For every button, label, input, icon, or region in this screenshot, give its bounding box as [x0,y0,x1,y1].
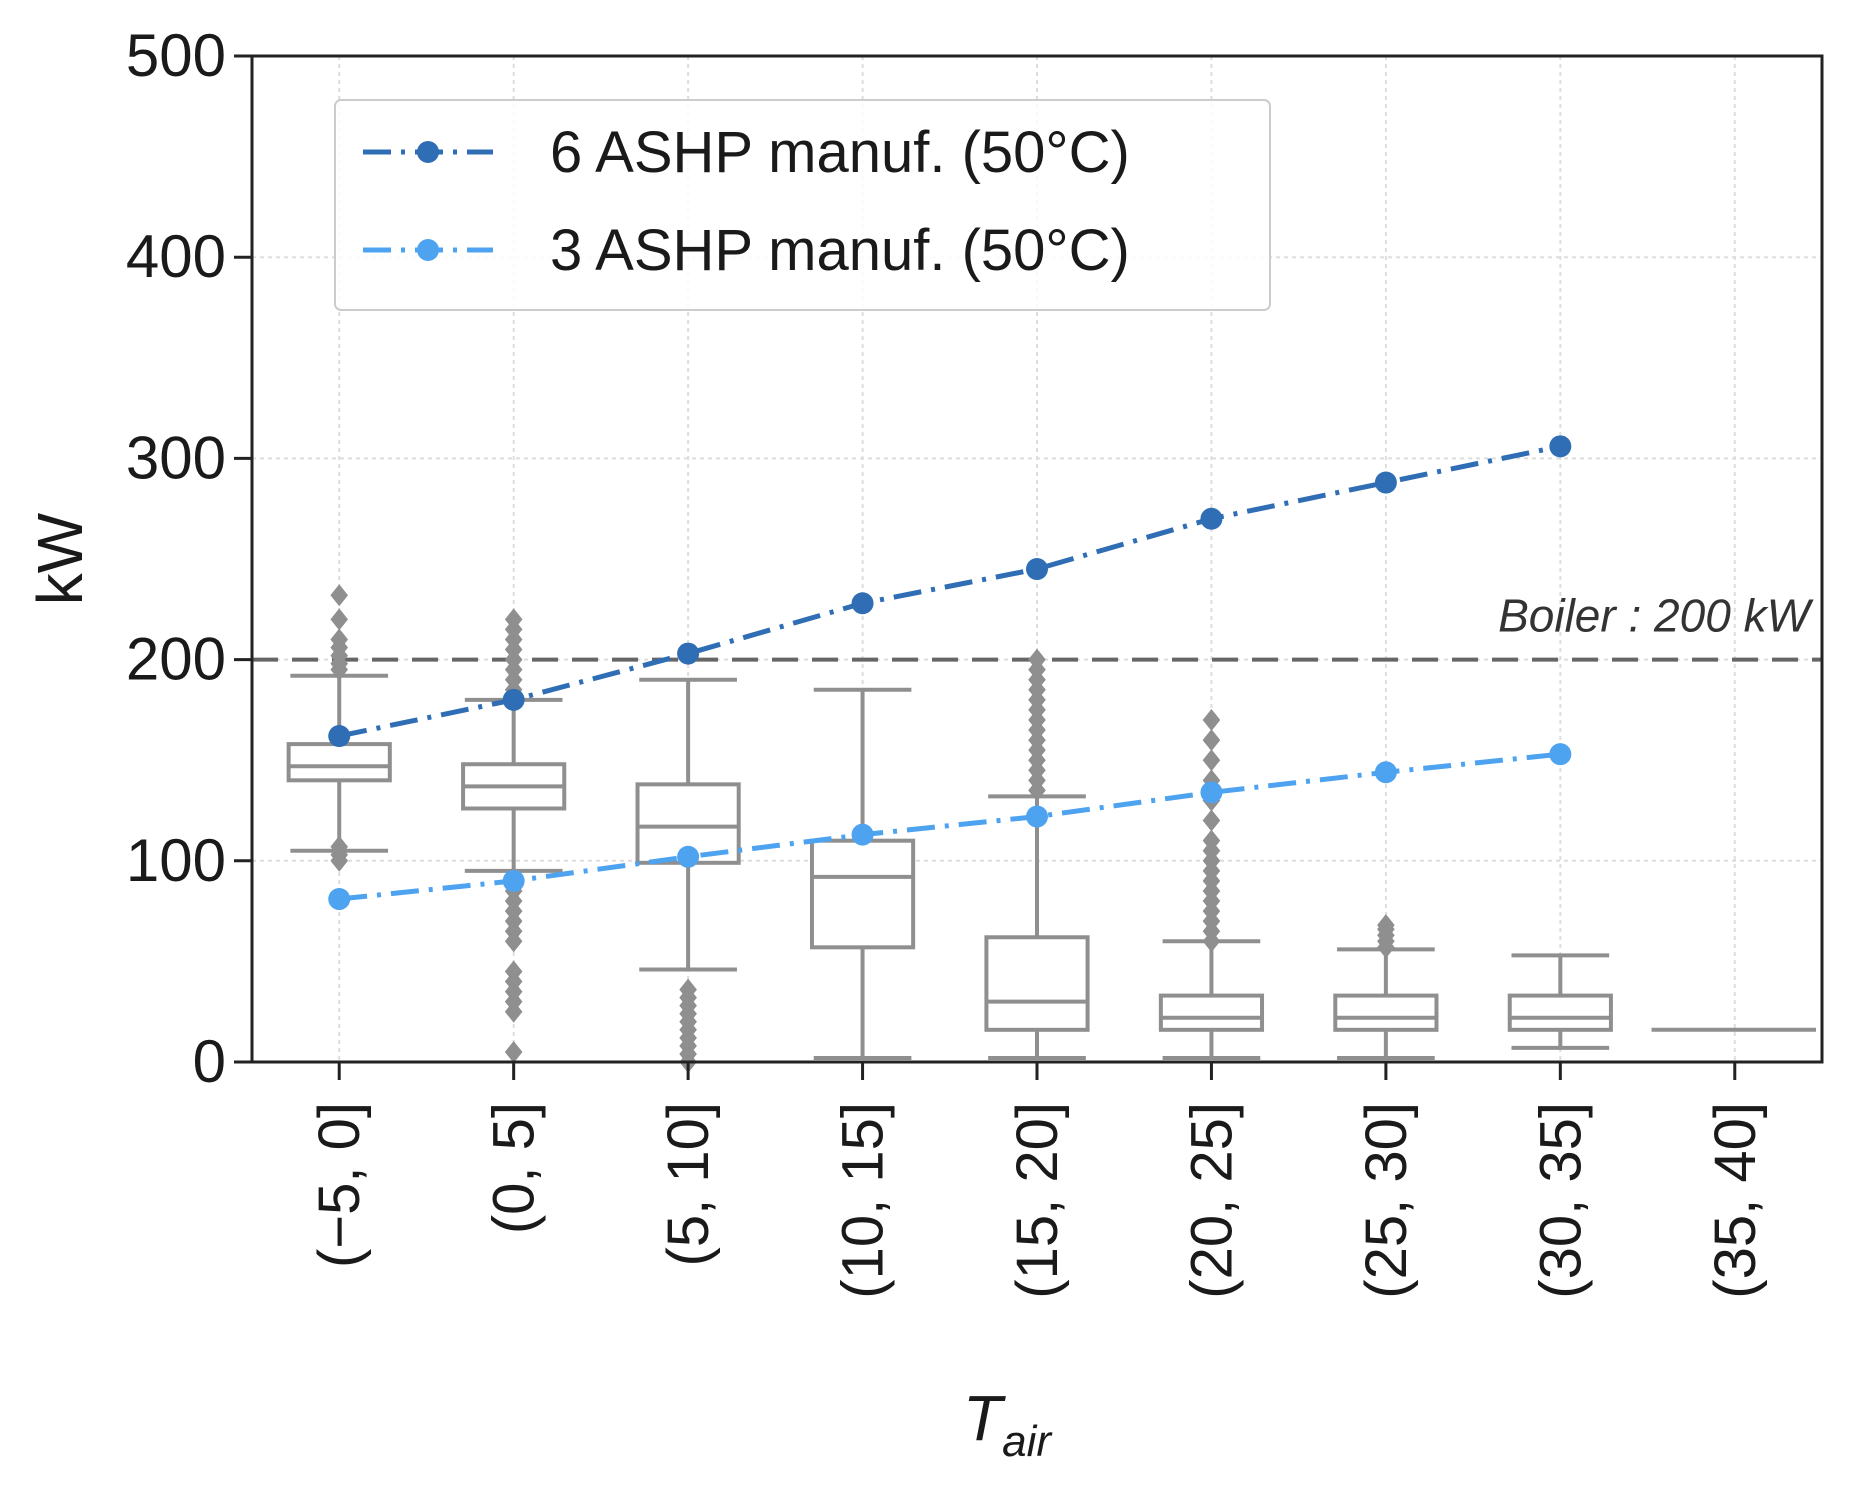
y-tick-label-300: 300 [126,424,226,491]
series-group-0 [328,435,1572,748]
series-point-1-7 [1549,743,1572,766]
ashp-series [328,435,1572,911]
box-iqr-0 [286,742,392,783]
box-outlier-0-8 [330,608,349,631]
series-point-0-6 [1374,471,1397,494]
box-outlier-0-9 [330,584,349,607]
series-point-0-4 [1026,558,1048,581]
y-axis-title: kW [24,512,96,605]
y-tick-label-500: 500 [126,22,226,89]
x-tick-label-5: (20, 25] [1179,1102,1244,1299]
x-tick-label-7: (30, 35] [1528,1102,1593,1299]
boiler-reference-label: Boiler : 200 kW [1498,590,1814,642]
legend-marker-3-ashp [417,239,439,261]
box-iqr-5 [1158,993,1265,1032]
x-tick-label-8: (35, 40] [1703,1102,1768,1299]
x-axis-ticks: (−5, 0] (0, 5] (5, 10] (10, 15] (15, 20] (20,… [307,1062,1768,1299]
x-tick-label-0: (−5, 0] [307,1102,372,1268]
series-point-0-7 [1549,435,1572,458]
box-group-5 [1158,708,1265,1060]
box-group-4 [984,648,1090,1060]
box-outlier-5-16 [1202,708,1221,731]
x-tick-label-3: (10, 15] [831,1102,896,1299]
series-point-0-0 [328,725,351,748]
box-outlier-5-10 [1202,829,1221,852]
x-tick-label-2: (5, 10] [656,1102,721,1266]
series-point-0-2 [677,642,700,665]
box-outlier-2-9 [679,978,697,1001]
box-outlier-5-14 [1202,749,1221,772]
box-outlier-4-13 [1028,648,1046,671]
box-outlier-1-5 [504,960,523,983]
box-group-7 [1507,953,1613,1050]
x-axis-title-main: T [963,1382,1006,1454]
y-tick-label-100: 100 [126,827,226,894]
box-outlier-0-7 [330,628,349,651]
series-point-1-2 [677,845,700,868]
y-tick-label-0: 0 [193,1028,226,1095]
box-outlier-1-20 [504,608,523,631]
y-tick-label-200: 200 [126,626,226,693]
y-tick-label-400: 400 [126,223,226,290]
series-point-0-5 [1200,507,1223,530]
box-iqr-4 [984,935,1090,1032]
box-outlier-1-0 [504,1040,523,1063]
x-axis-title-subscript: air [1002,1417,1053,1466]
series-point-1-3 [851,823,874,846]
box-outlier-6-4 [1377,914,1395,937]
box-group-1 [461,608,567,1063]
series-point-1-1 [502,869,525,892]
y-axis-ticks: 0 100 200 300 400 500 [126,22,252,1095]
box-outlier-5-15 [1202,729,1221,752]
series-point-1-4 [1026,805,1048,828]
box-outlier-5-11 [1202,809,1221,832]
series-group-1 [328,743,1572,911]
x-tick-label-6: (25, 30] [1354,1102,1419,1299]
box-iqr-6 [1333,993,1439,1032]
box-plots [286,584,1816,1073]
x-axis-title: Tair [963,1382,1053,1466]
series-line-0 [338,443,1561,739]
series-point-1-0 [328,888,351,911]
legend-label-6-ashp: 6 ASHP manuf. (50°C) [550,120,1130,185]
box-iqr-3 [809,838,916,950]
legend-label-3-ashp: 3 ASHP manuf. (50°C) [550,218,1130,283]
x-tick-label-1: (0, 5] [482,1102,547,1234]
series-point-0-1 [502,688,525,711]
series-point-1-6 [1374,761,1397,784]
box-group-2 [635,677,741,1073]
box-group-3 [809,687,916,1060]
box-outlier-0-2 [330,835,349,858]
legend: 6 ASHP manuf. (50°C) 3 ASHP manuf. (50°C… [334,99,1271,311]
series-point-1-5 [1200,781,1223,804]
box-iqr-7 [1507,993,1613,1032]
series-point-0-3 [851,592,874,615]
x-tick-label-4: (15, 20] [1005,1102,1070,1299]
legend-marker-6-ashp [417,141,439,163]
box-group-6 [1333,914,1439,1060]
legend-box [334,99,1271,311]
